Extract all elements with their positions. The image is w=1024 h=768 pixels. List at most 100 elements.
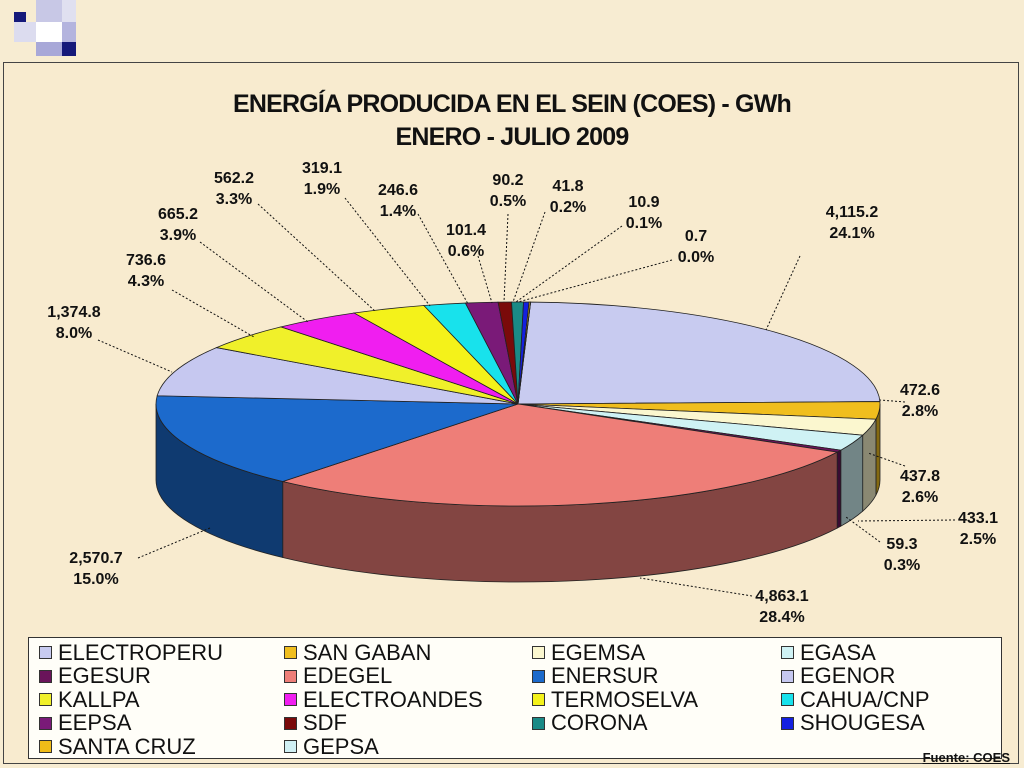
legend-swatch: [781, 646, 794, 659]
chart-subtitle: ENERO - JULIO 2009: [395, 123, 630, 151]
leader-line-16: [515, 225, 623, 303]
data-label-percent: 0.1%: [625, 215, 663, 232]
leader-line-10: [257, 203, 377, 313]
data-label-2: 437.8 2.6%: [900, 466, 940, 508]
pie-slice-0: [517, 301, 881, 405]
data-label-3: 433.1 2.5%: [958, 508, 998, 550]
pie-side-walls: [155, 403, 881, 583]
data-label-value: 665.2: [157, 206, 199, 223]
legend-swatch: [532, 669, 545, 683]
data-label-value: 319.1: [301, 160, 343, 177]
leader-line-6: [137, 527, 211, 559]
legend-swatch: [781, 693, 794, 706]
leader-line-11: [344, 197, 431, 307]
data-label-percent: 1.4%: [379, 203, 417, 220]
data-label-value: 0.7: [684, 228, 708, 245]
legend-label: EGASA: [800, 639, 876, 665]
legend-label: EGESUR: [58, 663, 151, 688]
data-label-value: 433.1: [957, 510, 999, 527]
legend-label: GEPSA: [303, 733, 379, 759]
data-label-value: 472.6: [899, 382, 941, 399]
leader-line-3: [857, 519, 956, 522]
legend-label: EDEGEL: [303, 663, 393, 688]
legend-item: EGENOR: [781, 663, 896, 688]
legend-item: SDF: [284, 710, 347, 735]
legend-swatch: [532, 693, 545, 706]
legend-label: SANTA CRUZ: [58, 733, 196, 759]
data-label-4: 59.3 0.3%: [884, 534, 920, 576]
data-label-8: 736.6 4.3%: [126, 250, 166, 292]
data-label-value: 101.4: [445, 222, 487, 239]
leader-line-9: [199, 241, 309, 323]
data-label-value: 2,570.7: [69, 550, 123, 567]
legend-label: ENERSUR: [551, 663, 659, 688]
data-label-11: 319.1 1.9%: [302, 158, 342, 200]
leader-line-15: [512, 211, 546, 303]
data-label-percent: 2.6%: [901, 489, 939, 506]
data-label-value: 59.3: [886, 536, 918, 553]
legend-swatch: [284, 740, 297, 753]
leader-line-1: [879, 399, 906, 403]
legend-label: TERMOSELVA: [551, 686, 699, 712]
leader-line-7: [97, 339, 173, 373]
pie-slice-6: [155, 395, 519, 482]
pie-slice-5: [281, 403, 839, 507]
legend-swatch: [39, 646, 52, 659]
leader-line-8: [171, 289, 255, 338]
data-label-value: 90.2: [492, 172, 524, 189]
data-label-percent: 0.3%: [883, 557, 921, 574]
legend-item: ELECTROPERU: [39, 640, 223, 665]
chart-title: ENERGÍA PRODUCIDA EN EL SEIN (COES) - GW…: [233, 90, 792, 118]
data-label-value: 562.2: [213, 170, 255, 187]
data-label-value: 10.9: [628, 194, 660, 211]
legend-item: EDEGEL: [284, 663, 393, 688]
data-label-9: 665.2 3.9%: [158, 204, 198, 246]
source-note: Fuente: COES: [922, 750, 1010, 765]
data-label-7: 1,374.8 8.0%: [47, 302, 100, 344]
pie-side-3: [840, 434, 864, 527]
legend-label: CAHUA/CNP: [800, 686, 930, 712]
legend-label: CORONA: [551, 710, 648, 735]
legend-swatch: [39, 693, 52, 706]
legend-item: EGESUR: [39, 663, 151, 688]
data-label-percent: 0.5%: [489, 193, 527, 210]
legend-item: EGASA: [781, 639, 876, 665]
leader-line-0: [765, 255, 801, 331]
legend-item: ENERSUR: [532, 663, 659, 688]
data-label-percent: 8.0%: [55, 325, 93, 342]
data-label-percent: 0.6%: [447, 243, 485, 260]
legend-item: KALLPA: [39, 687, 140, 712]
data-label-percent: 3.3%: [215, 191, 253, 208]
leader-line-13: [477, 255, 493, 304]
data-label-percent: 1.9%: [303, 181, 341, 198]
data-label-5: 4,863.1 28.4%: [755, 586, 808, 628]
leader-line-4: [845, 516, 881, 543]
leader-lines: [97, 197, 956, 597]
data-label-14: 90.2 0.5%: [490, 170, 526, 212]
data-label-13: 101.4 0.6%: [446, 220, 486, 262]
legend-swatch: [781, 716, 794, 730]
legend-swatch: [532, 646, 545, 659]
legend-item: SHOUGESA: [781, 710, 925, 735]
legend-label: EGENOR: [800, 663, 896, 688]
legend-item: CORONA: [532, 710, 648, 735]
data-label-10: 562.2 3.3%: [214, 168, 254, 210]
data-label-value: 246.6: [377, 182, 419, 199]
data-label-value: 4,115.2: [825, 204, 879, 221]
data-label-percent: 0.0%: [677, 249, 715, 266]
data-label-15: 41.8 0.2%: [550, 176, 586, 218]
data-label-percent: 0.2%: [549, 199, 587, 216]
legend-label: SAN GABAN: [303, 639, 432, 665]
data-label-17: 0.7 0.0%: [678, 226, 714, 268]
pie-side-4: [836, 449, 842, 529]
legend-item: EEPSA: [39, 710, 131, 735]
leader-line-2: [867, 452, 906, 467]
legend-item: GEPSA: [284, 733, 379, 759]
data-label-1: 472.6 2.8%: [900, 380, 940, 422]
legend-item: ELECTROANDES: [284, 686, 483, 712]
pie-slice-17: [517, 301, 532, 405]
leader-line-17: [517, 259, 673, 303]
legend-swatch: [39, 669, 52, 683]
legend-label: ELECTROANDES: [303, 686, 483, 712]
